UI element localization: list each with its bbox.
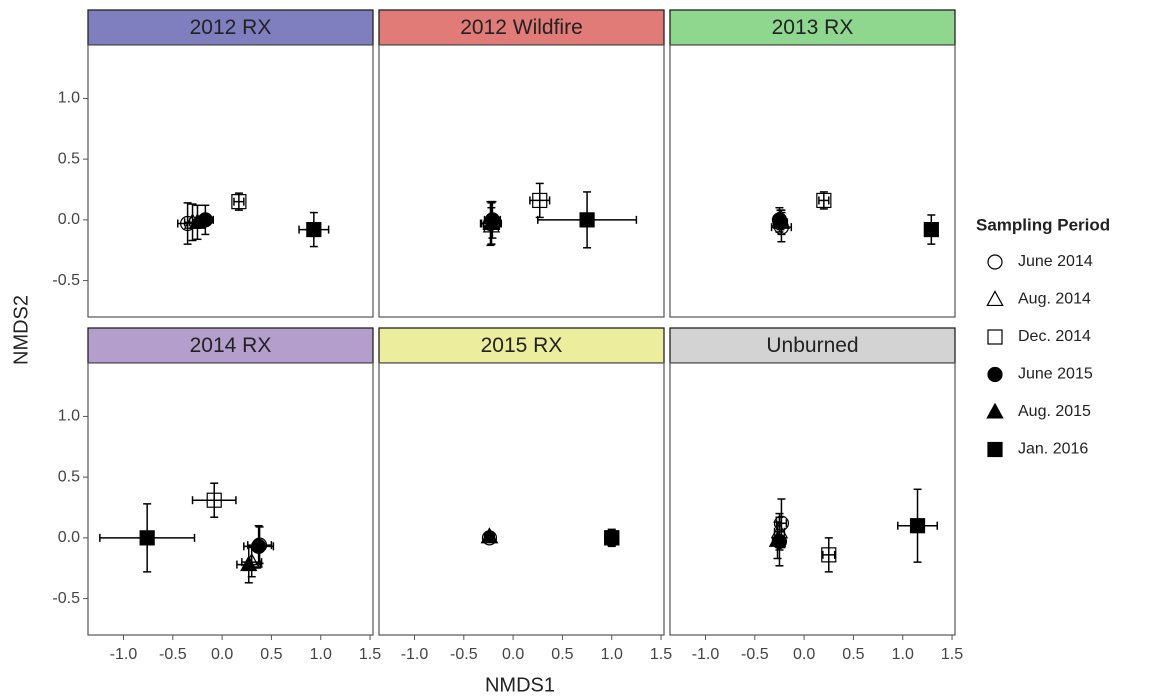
strip: [378, 327, 665, 364]
legend-title: Sampling Period: [976, 215, 1110, 234]
marker: [579, 212, 595, 228]
strip: [87, 9, 374, 46]
legend-label: June 2015: [1018, 366, 1093, 383]
x-axis-label: NMDS1: [485, 674, 555, 696]
marker: [206, 492, 222, 508]
x-tick-label: 0.5: [551, 646, 573, 663]
x-tick-label: 1.0: [601, 646, 623, 663]
x-tick-label: -1.0: [692, 646, 720, 663]
y-tick-label: 0.5: [58, 150, 80, 167]
legend-label: Jan. 2016: [1018, 441, 1088, 458]
strip-title: 2012 Wildfire: [460, 16, 583, 39]
y-tick-label: 0.0: [58, 529, 80, 546]
legend-label: June 2014: [1018, 253, 1093, 270]
y-tick-label: 0.5: [58, 468, 80, 485]
strip-title: 2013 RX: [772, 16, 854, 39]
panel: [87, 362, 374, 636]
y-tick-label: -0.5: [52, 272, 80, 289]
marker: [480, 527, 499, 544]
legend-label: Aug. 2015: [1018, 403, 1091, 420]
panel: [87, 44, 374, 318]
marker: [532, 192, 548, 209]
marker: [986, 290, 1004, 307]
x-tick-label: 1.5: [650, 646, 672, 663]
x-tick-label: 1.0: [310, 646, 332, 663]
marker: [986, 402, 1004, 419]
panel: [669, 44, 956, 318]
marker: [251, 538, 267, 554]
y-tick-label: 0.0: [58, 211, 80, 228]
strip: [669, 9, 956, 46]
x-tick-label: 0.0: [211, 646, 233, 663]
marker: [231, 194, 247, 210]
x-tick-label: -1.0: [110, 646, 138, 663]
panel: [378, 44, 665, 318]
marker: [909, 518, 926, 534]
x-tick-label: 0.5: [842, 646, 864, 663]
x-tick-label: 1.5: [941, 646, 963, 663]
marker: [987, 441, 1003, 458]
legend-label: Aug. 2014: [1018, 291, 1091, 308]
marker: [188, 212, 207, 229]
marker: [768, 530, 787, 547]
y-axis-label: NMDS2: [10, 295, 32, 365]
x-tick-label: 0.0: [793, 646, 815, 663]
x-tick-label: -1.0: [401, 646, 429, 663]
marker: [923, 221, 939, 238]
marker: [821, 547, 837, 563]
x-tick-label: -0.5: [741, 646, 769, 663]
strip-title: 2012 RX: [190, 16, 272, 39]
strip-title: Unburned: [766, 334, 858, 357]
marker: [240, 555, 258, 572]
x-tick-label: -0.5: [159, 646, 187, 663]
y-tick-label: -0.5: [52, 590, 80, 607]
x-tick-label: -0.5: [450, 646, 478, 663]
marker: [987, 366, 1003, 383]
legend-label: Dec. 2014: [1018, 328, 1091, 345]
x-tick-label: 0.0: [502, 646, 524, 663]
x-tick-label: 0.5: [260, 646, 282, 663]
strip-title: 2015 RX: [481, 334, 563, 357]
marker: [771, 210, 790, 227]
marker: [987, 329, 1003, 345]
y-tick-label: 1.0: [58, 408, 80, 425]
y-tick-label: 1.0: [58, 90, 80, 107]
marker: [482, 214, 501, 231]
strip: [378, 9, 665, 46]
x-tick-label: 1.5: [359, 646, 381, 663]
marker: [773, 515, 790, 531]
marker: [816, 192, 832, 209]
strip: [87, 327, 374, 364]
marker: [306, 221, 322, 238]
panel: [378, 362, 665, 636]
panel: [669, 362, 956, 636]
strip-title: 2014 RX: [190, 334, 272, 357]
marker: [987, 254, 1003, 270]
marker: [139, 530, 155, 546]
marker: [604, 530, 620, 546]
x-tick-label: 1.0: [892, 646, 914, 663]
